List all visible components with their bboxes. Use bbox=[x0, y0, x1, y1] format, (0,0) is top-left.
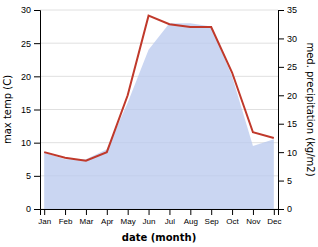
tick-mark bbox=[34, 110, 40, 111]
x-axis: Jan Feb Mar Apr May Jun Jul Aug Sep Oct Nov Dec bbox=[38, 209, 281, 226]
tick: Aug bbox=[184, 209, 198, 226]
tick-mark bbox=[278, 67, 284, 68]
tick-mark bbox=[211, 209, 212, 215]
tick: 15 bbox=[21, 105, 40, 115]
tick: 20 bbox=[278, 91, 297, 101]
tick: 5 bbox=[278, 176, 292, 186]
tick-label: 30 bbox=[21, 5, 31, 15]
y-axis: 0 5 10 15 20 25 30 bbox=[21, 5, 41, 214]
tick-label: Mar bbox=[80, 217, 94, 226]
tick-mark bbox=[190, 209, 191, 215]
chart: Jan Feb Mar Apr May Jun Jul Aug Sep Oct Nov Dec 0 5 10… bbox=[0, 0, 318, 247]
tick: Sep bbox=[205, 209, 220, 226]
tick: Oct bbox=[226, 209, 239, 226]
tick: 30 bbox=[278, 34, 297, 44]
tick-mark bbox=[278, 95, 284, 96]
tick-mark bbox=[65, 209, 66, 215]
tick-label: Dec bbox=[267, 217, 281, 226]
tick-label: 15 bbox=[21, 105, 31, 115]
grid bbox=[40, 10, 278, 209]
tick-label: 35 bbox=[287, 5, 297, 15]
tick-mark bbox=[149, 209, 150, 215]
tick: May bbox=[121, 209, 136, 226]
tick-label: May bbox=[121, 217, 136, 226]
tick-label: Feb bbox=[59, 217, 73, 226]
y-axis-title: max temp (C) bbox=[2, 75, 13, 144]
tick-mark bbox=[34, 176, 40, 177]
line bbox=[44, 16, 274, 161]
tick-label: 5 bbox=[287, 176, 292, 186]
tick-mark bbox=[278, 181, 284, 182]
tick-label: Jul bbox=[165, 217, 175, 226]
tick-label: 30 bbox=[287, 34, 297, 44]
tick-mark bbox=[253, 209, 254, 215]
y2-axis: 0 5 10 15 20 25 30 35 bbox=[278, 5, 297, 214]
tick-mark bbox=[34, 10, 40, 11]
tick-mark bbox=[278, 124, 284, 125]
tick: Nov bbox=[246, 209, 260, 226]
tick: 0 bbox=[26, 204, 40, 214]
tick-label: Sep bbox=[205, 217, 220, 226]
tick-mark bbox=[86, 209, 87, 215]
tick-label: 10 bbox=[21, 138, 31, 148]
tick-label: Aug bbox=[184, 217, 198, 226]
tick: Jul bbox=[165, 209, 175, 226]
tick: 30 bbox=[21, 5, 40, 15]
tick: 25 bbox=[278, 62, 297, 72]
tick-label: Apr bbox=[101, 217, 114, 226]
tick-label: 20 bbox=[21, 72, 31, 82]
y2-axis-title: med. precipitation (kg/m2) bbox=[305, 42, 316, 176]
tick-mark bbox=[278, 38, 284, 39]
tick-mark bbox=[34, 209, 40, 210]
tick: 10 bbox=[278, 148, 297, 158]
axis-domain bbox=[41, 210, 279, 216]
tick-label: 5 bbox=[26, 171, 31, 181]
tick-label: 20 bbox=[287, 91, 297, 101]
tick-mark bbox=[34, 143, 40, 144]
tick-label: 25 bbox=[21, 39, 31, 49]
tick-mark bbox=[278, 152, 284, 153]
tick-mark bbox=[232, 209, 233, 215]
tick-label: 0 bbox=[26, 204, 31, 214]
tick: 25 bbox=[21, 39, 40, 49]
tick: 0 bbox=[278, 204, 292, 214]
tick: Jan bbox=[38, 209, 51, 226]
tick-mark bbox=[274, 209, 275, 215]
axis-domain bbox=[34, 11, 41, 210]
marks bbox=[44, 16, 274, 209]
tick-mark bbox=[34, 76, 40, 77]
tick-mark bbox=[278, 209, 284, 210]
x-axis-title: date (month) bbox=[122, 232, 196, 243]
tick-label: Jun bbox=[143, 217, 156, 226]
axis-domain bbox=[279, 11, 285, 210]
tick-mark bbox=[34, 43, 40, 44]
plot: Jan Feb Mar Apr May Jun Jul Aug Sep Oct Nov Dec 0 5 10… bbox=[21, 5, 297, 225]
tick: 35 bbox=[278, 5, 297, 15]
tick: Feb bbox=[59, 209, 73, 226]
tick-label: Jan bbox=[38, 217, 51, 226]
tick: Dec bbox=[267, 209, 281, 226]
tick-mark bbox=[278, 10, 284, 11]
tick: Jun bbox=[143, 209, 156, 226]
tick-mark bbox=[107, 209, 108, 215]
tick-label: 0 bbox=[287, 204, 292, 214]
tick: Mar bbox=[80, 209, 94, 226]
tick: Apr bbox=[101, 209, 114, 226]
area bbox=[44, 23, 274, 209]
tick-label: 15 bbox=[287, 119, 297, 129]
tick: 10 bbox=[21, 138, 40, 148]
tick: 5 bbox=[26, 171, 40, 181]
tick: 15 bbox=[278, 119, 297, 129]
tick-label: 25 bbox=[287, 62, 297, 72]
tick-mark bbox=[44, 209, 45, 215]
grid-line bbox=[40, 10, 278, 11]
tick-label: Nov bbox=[246, 217, 260, 226]
tick-mark bbox=[128, 209, 129, 215]
tick-label: Oct bbox=[226, 217, 239, 226]
tick-label: 10 bbox=[287, 148, 297, 158]
tick: 20 bbox=[21, 72, 40, 82]
tick-mark bbox=[169, 209, 170, 215]
